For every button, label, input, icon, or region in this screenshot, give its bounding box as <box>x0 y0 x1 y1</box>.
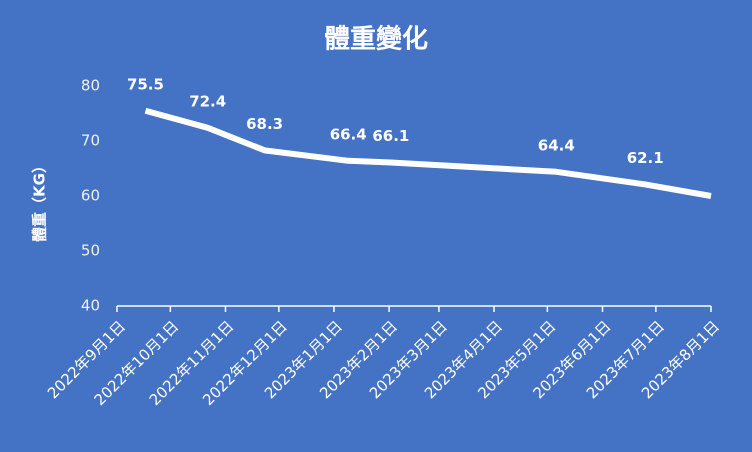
data-label: 75.5 <box>127 75 164 93</box>
y-tick-label: 50 <box>81 242 100 260</box>
data-label: 66.1 <box>372 127 409 145</box>
data-label: 68.3 <box>246 115 283 133</box>
data-label: 62.1 <box>627 149 664 167</box>
line <box>144 107 712 199</box>
y-axis-title: 體重（KG） <box>31 158 49 242</box>
data-label: 66.4 <box>330 125 367 143</box>
data-label: 64.4 <box>538 136 575 154</box>
y-tick-label: 40 <box>81 297 100 315</box>
y-tick-label: 80 <box>81 77 100 95</box>
y-tick-label: 60 <box>81 187 100 205</box>
chart-title: 體重變化 <box>324 24 428 55</box>
data-label: 72.4 <box>189 92 226 110</box>
y-tick-label: 70 <box>81 132 100 150</box>
